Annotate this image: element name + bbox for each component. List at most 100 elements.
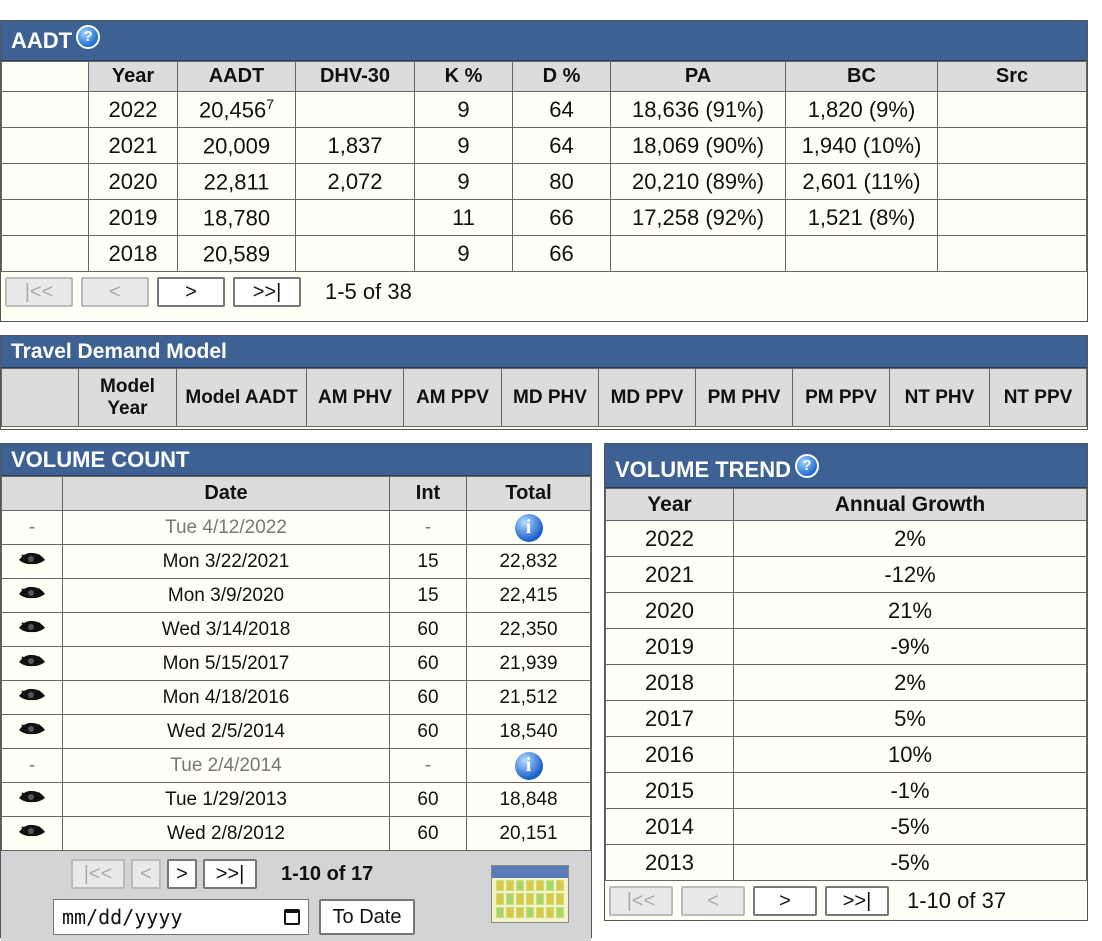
- first-page-button[interactable]: |<<: [71, 859, 125, 889]
- help-icon[interactable]: ?: [76, 24, 101, 49]
- last-page-button[interactable]: >>|: [825, 886, 889, 916]
- date-cell: Wed 2/8/2012: [62, 816, 390, 851]
- date-cell: Mon 5/15/2017: [62, 646, 390, 681]
- d-cell-value: 80: [549, 168, 574, 194]
- volume-count-row: Wed 2/5/2014 60 18,540: [1, 714, 591, 749]
- total-cell: i: [466, 510, 591, 545]
- eye-icon[interactable]: [18, 721, 46, 737]
- total-cell: 18,540: [466, 714, 591, 749]
- volume-count-header-row: Date Int Total: [1, 476, 591, 511]
- eye-icon[interactable]: [18, 789, 46, 805]
- volume-trend-row: 2020 21%: [605, 592, 1087, 629]
- eye-icon[interactable]: [18, 653, 46, 669]
- d-cell-value: 64: [549, 96, 574, 122]
- total-cell: 22,832: [466, 544, 591, 579]
- volume-count-title: VOLUME COUNT: [11, 446, 190, 472]
- last-page-button[interactable]: >>|: [203, 859, 257, 889]
- bc-cell-value: 2,601 (11%): [802, 168, 921, 194]
- int-value: 60: [417, 720, 439, 742]
- volume-count-row: - Tue 4/12/2022 - i: [1, 510, 591, 545]
- year-cell: 2020: [605, 592, 734, 629]
- total-value: 20,151: [499, 822, 558, 844]
- prev-page-button[interactable]: <: [131, 859, 161, 889]
- eye-icon[interactable]: [18, 551, 46, 567]
- year-cell: 2019: [605, 628, 734, 665]
- dhv-cell: [295, 199, 415, 236]
- dhv-cell: [295, 235, 415, 272]
- date-value: Tue 4/12/2022: [165, 516, 287, 538]
- col-header: BC: [785, 61, 938, 92]
- pa-cell-value: 18,636 (91%): [631, 96, 765, 122]
- date-cell: Wed 3/14/2018: [62, 612, 390, 647]
- eye-icon[interactable]: [18, 585, 46, 601]
- eye-icon[interactable]: [18, 823, 46, 839]
- total-cell: 20,151: [466, 816, 591, 851]
- date-value: Mon 5/15/2017: [162, 652, 290, 674]
- pa-cell: 20,210 (89%): [610, 163, 786, 200]
- aadt-cell: 22,811: [177, 163, 296, 200]
- volume-count-row: Tue 1/29/2013 60 18,848: [1, 782, 591, 817]
- col-header: MD PPV: [598, 368, 696, 427]
- bc-cell-value: 1,940 (10%): [801, 132, 922, 158]
- next-page-button[interactable]: >: [753, 886, 817, 916]
- first-page-button[interactable]: |<<: [609, 886, 673, 916]
- total-cell: 21,939: [466, 646, 591, 681]
- info-icon[interactable]: i: [514, 751, 543, 780]
- d-cell: 80: [512, 163, 611, 200]
- growth-cell: 10%: [733, 736, 1087, 773]
- aadt-row-spacer: [1, 235, 89, 272]
- dash-marker: -: [28, 754, 36, 776]
- date-value: Mon 4/18/2016: [162, 686, 290, 708]
- total-value: 18,540: [499, 720, 558, 742]
- help-icon[interactable]: ?: [795, 453, 819, 478]
- eye-icon[interactable]: [18, 619, 46, 635]
- int-cell: 60: [389, 680, 467, 715]
- int-cell: 15: [389, 544, 467, 579]
- aadt-cell: 18,780: [177, 199, 296, 236]
- info-icon[interactable]: i: [514, 513, 543, 542]
- volume-trend-title: VOLUME TREND: [615, 456, 791, 482]
- growth-cell: -9%: [733, 628, 1087, 665]
- volume-count-row: Mon 3/9/2020 15 22,415: [1, 578, 591, 613]
- col-header: D %: [512, 61, 611, 92]
- last-page-button[interactable]: >>|: [233, 277, 301, 307]
- next-page-button[interactable]: >: [157, 277, 225, 307]
- date-value: Wed 2/8/2012: [167, 822, 285, 844]
- date-input[interactable]: mm/dd/yyyy: [53, 899, 309, 935]
- footnote-marker[interactable]: 7: [266, 95, 275, 112]
- k-cell: 9: [414, 235, 513, 272]
- year-cell: 2022: [605, 520, 734, 557]
- date-cell: Wed 2/5/2014: [62, 714, 390, 749]
- growth-cell: 21%: [733, 592, 1087, 629]
- date-cell: Mon 3/9/2020: [62, 578, 390, 613]
- k-cell: 11: [414, 199, 513, 236]
- dhv-cell: 1,837: [295, 127, 415, 164]
- date-value: Wed 3/14/2018: [161, 618, 291, 640]
- aadt-panel: AADT ? Year AADT DHV-30 K % D % PA BC Sr…: [0, 20, 1088, 322]
- eye-icon[interactable]: [18, 687, 46, 703]
- year-cell: 2013: [605, 844, 734, 881]
- int-cell: 15: [389, 578, 467, 613]
- next-page-button[interactable]: >: [167, 859, 197, 889]
- total-value: 22,350: [499, 618, 558, 640]
- col-header: MD PHV: [501, 368, 599, 427]
- prev-page-button[interactable]: <: [681, 886, 745, 916]
- int-value: 60: [417, 822, 439, 844]
- to-date-button[interactable]: To Date: [319, 899, 415, 935]
- aadt-corner-cell: [1, 61, 89, 92]
- d-cell: 66: [512, 235, 611, 272]
- d-cell-value: 66: [549, 204, 574, 230]
- first-page-button[interactable]: |<<: [5, 277, 73, 307]
- tdm-header: Travel Demand Model: [1, 336, 1087, 368]
- k-cell-value: 9: [457, 96, 470, 122]
- total-value: 21,512: [499, 686, 558, 708]
- row-icon-cell: [1, 612, 63, 647]
- year-value: 2018: [645, 669, 694, 695]
- tdm-corner-cell: [1, 368, 79, 427]
- aadt-row-spacer: [1, 127, 89, 164]
- calendar-picker-icon[interactable]: [284, 909, 300, 925]
- total-cell: 18,848: [466, 782, 591, 817]
- calendar-icon[interactable]: [491, 865, 569, 923]
- col-header: K %: [414, 61, 513, 92]
- prev-page-button[interactable]: <: [81, 277, 149, 307]
